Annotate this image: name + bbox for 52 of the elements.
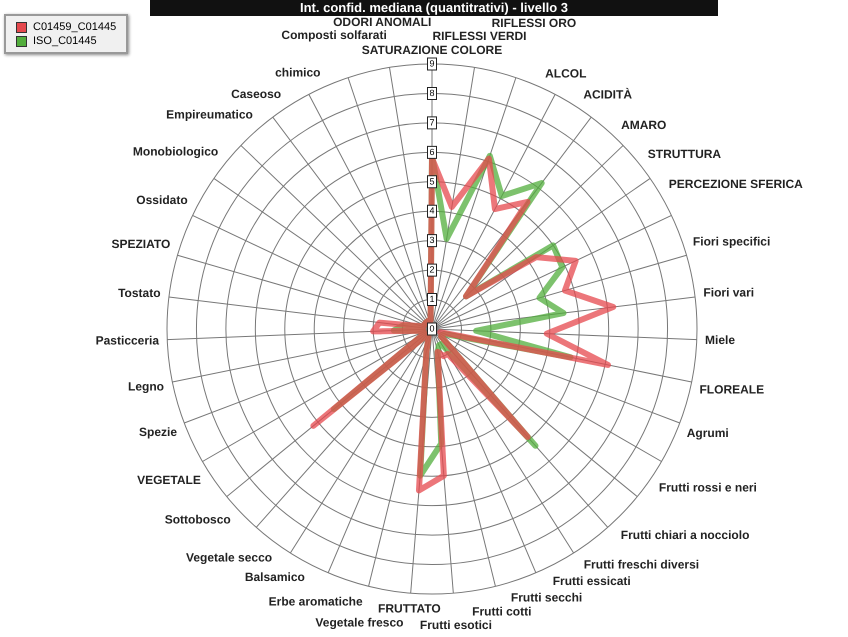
spoke-label: VEGETALE — [137, 473, 201, 488]
spoke-label: Vegetale fresco — [315, 616, 404, 630]
spoke-label: Frutti rossi e neri — [658, 480, 757, 495]
spoke-label: Vegetale secco — [186, 550, 272, 564]
y-tick-label: 2 — [429, 264, 435, 275]
spoke-label: RIFLESSI ORO — [492, 16, 576, 30]
spoke-label: AMARO — [621, 118, 666, 132]
spoke-label: Erbe aromatiche — [268, 594, 364, 608]
spoke-label: Legno — [128, 380, 164, 394]
y-tick-label: 6 — [429, 146, 435, 157]
y-tick-label: 7 — [429, 117, 435, 128]
y-tick-label: 5 — [429, 176, 435, 186]
spoke-label: Frutti essicati — [552, 574, 631, 588]
spoke-label: SPEZIATO — [111, 236, 170, 251]
y-tick-label: 3 — [429, 235, 435, 246]
spoke-label: PERCEZIONE SFERICA — [668, 177, 804, 192]
spoke-label: FRUTTATO — [378, 601, 441, 616]
spoke-label: Frutti chiari a nocciolo — [620, 528, 750, 542]
spoke-label: Composti solfarati — [281, 28, 387, 42]
spoke-label: SATURAZIONE COLORE — [362, 42, 502, 57]
spoke-label: Ossidato — [136, 193, 188, 208]
spoke-label: Agrumi — [686, 426, 729, 440]
spoke-label: Fiori specifici — [692, 234, 770, 249]
y-tick-label: 9 — [429, 58, 435, 68]
spoke-label: ALCOL — [545, 66, 586, 80]
spoke-label: Fiori vari — [703, 285, 754, 300]
spoke-label: Frutti esotici — [420, 618, 492, 632]
spoke-label: Balsamico — [244, 570, 305, 584]
spoke-label: Pasticceria — [96, 334, 160, 348]
y-tick-label: 8 — [429, 88, 435, 98]
y-tick-label: 1 — [429, 294, 435, 304]
spoke-label: ACIDITÀ — [583, 88, 632, 102]
spoke-label: STRUTTURA — [648, 147, 722, 162]
spoke-label: Frutti secchi — [510, 590, 582, 604]
spoke-label: Frutti freschi diversi — [584, 558, 700, 572]
spoke-label: ODORI ANOMALI — [333, 14, 432, 29]
spoke-label: Monobiologico — [132, 144, 218, 158]
spoke-label: Caseoso — [231, 87, 282, 102]
legend-label: ISO_C01445 — [33, 34, 97, 48]
y-tick-label: 0 — [429, 323, 435, 334]
spoke-label: Spezie — [139, 425, 178, 440]
spoke-label: Empireumatico — [166, 108, 253, 122]
spoke-label: Tostato — [118, 286, 161, 300]
spoke-label: RIFLESSI VERDI — [432, 29, 527, 44]
spoke-label: Frutti cotti — [472, 604, 532, 618]
spoke-label: FLOREALE — [699, 382, 764, 397]
spoke-label: Sottobosco — [164, 512, 231, 527]
spoke-label: Miele — [705, 332, 736, 347]
spoke-label: chimico — [275, 66, 320, 80]
legend-label: C01459_C01445 — [33, 20, 116, 34]
y-tick-label: 4 — [429, 206, 435, 216]
chart-title: Int. confid. mediana (quantitrativi) - livello 3 — [150, 0, 718, 16]
